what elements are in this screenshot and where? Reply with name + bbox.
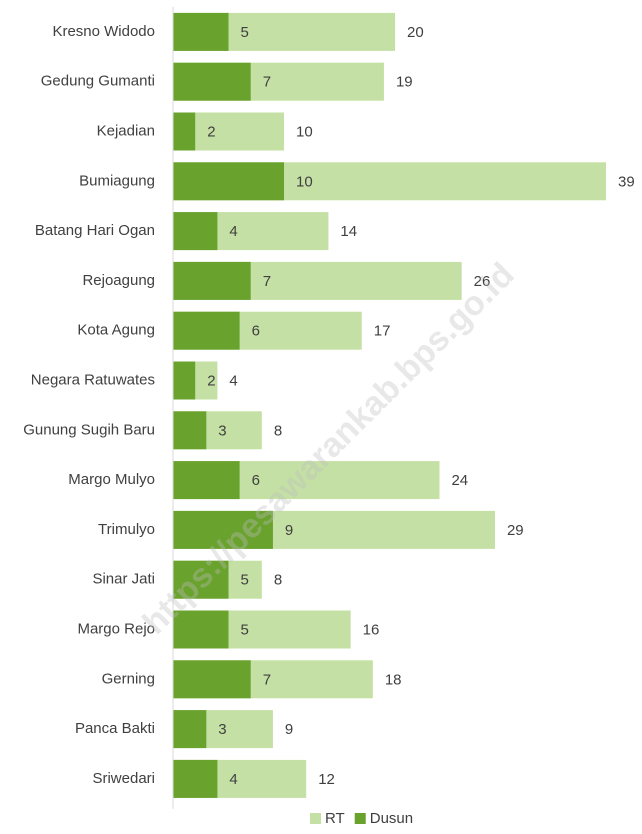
data-label: 3 <box>218 721 226 738</box>
bar <box>173 261 251 300</box>
bar <box>173 560 229 599</box>
data-label: 7 <box>263 273 271 290</box>
y-tick-label: Kota Agung <box>77 322 155 339</box>
y-tick-label: Negara Ratuwates <box>31 371 155 388</box>
y-tick-label: Batang Hari Ogan <box>35 222 155 239</box>
bar <box>173 510 273 549</box>
bar <box>173 660 251 699</box>
data-label: 19 <box>396 74 413 91</box>
bar <box>173 212 218 251</box>
y-tick-label: Margo Mulyo <box>68 471 155 488</box>
y-tick-label: Gunung Sugih Baru <box>23 421 155 438</box>
bar <box>173 311 240 350</box>
y-tick-label: Trimulyo <box>98 521 155 538</box>
data-label: 16 <box>363 621 380 638</box>
data-label: 6 <box>252 323 260 340</box>
bar <box>173 411 207 450</box>
data-label: 5 <box>241 24 249 41</box>
data-label: 10 <box>296 173 313 190</box>
data-label: 10 <box>296 123 313 140</box>
bar <box>173 461 240 500</box>
data-label: 9 <box>285 721 293 738</box>
data-label: 7 <box>263 671 271 688</box>
legend-swatch <box>354 813 366 824</box>
legend-swatch <box>310 813 321 824</box>
data-label: 24 <box>451 472 468 489</box>
data-label: 8 <box>274 572 282 589</box>
y-tick-label: Panca Bakti <box>75 720 155 737</box>
legend-label: Dusun <box>370 810 413 827</box>
bar <box>173 610 229 649</box>
bar <box>173 112 196 151</box>
bar <box>173 12 229 51</box>
data-label: 4 <box>229 771 237 788</box>
y-tick-label: Sriwedari <box>92 770 155 787</box>
data-label: 17 <box>374 323 391 340</box>
data-label: 20 <box>407 24 424 41</box>
y-tick-label: Kresno Widodo <box>52 23 155 40</box>
y-tick-label: Sinar Jati <box>92 571 155 588</box>
data-label: 2 <box>207 372 215 389</box>
data-label: 8 <box>274 422 282 439</box>
data-label: 4 <box>229 223 237 240</box>
bar <box>173 62 251 101</box>
y-tick-label: Gerning <box>102 670 155 687</box>
data-label: 7 <box>263 74 271 91</box>
data-label: 5 <box>241 572 249 589</box>
bar <box>173 710 207 749</box>
data-label: 5 <box>241 621 249 638</box>
y-tick-label: Gedung Gumanti <box>41 73 155 90</box>
bar <box>173 162 285 201</box>
bar <box>173 759 218 798</box>
data-label: 3 <box>218 422 226 439</box>
y-tick-label: Bumiagung <box>79 172 155 189</box>
legend-label: RT <box>325 810 345 827</box>
data-label: 18 <box>385 671 402 688</box>
data-label: 6 <box>252 472 260 489</box>
data-label: 12 <box>318 771 335 788</box>
data-label: 39 <box>618 173 635 190</box>
data-label: 4 <box>229 372 237 389</box>
data-label: 29 <box>507 522 524 539</box>
y-tick-label: Rejoagung <box>82 272 155 289</box>
data-label: 2 <box>207 123 215 140</box>
data-label: 14 <box>340 223 357 240</box>
data-label: 9 <box>285 522 293 539</box>
y-tick-label: Margo Rejo <box>77 620 155 637</box>
data-label: 26 <box>474 273 491 290</box>
y-tick-label: Kejadian <box>97 122 155 139</box>
bar <box>173 361 196 400</box>
